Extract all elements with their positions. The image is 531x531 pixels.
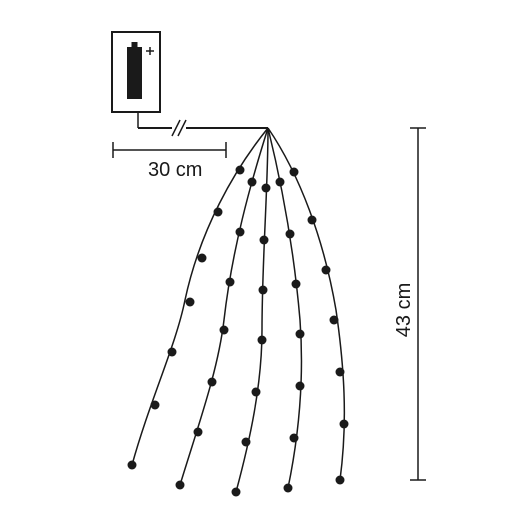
bulb-icon [168, 348, 177, 357]
bulb-icon [214, 208, 223, 217]
bulb-icon [198, 254, 207, 263]
bulb-icon [276, 178, 285, 187]
battery-cell [127, 47, 142, 99]
bulb-icon [286, 230, 295, 239]
bulb-icon [284, 484, 293, 493]
bulb-icon [336, 368, 345, 377]
bulb-icon [248, 178, 257, 187]
bulb-icon [296, 330, 305, 339]
bulb-icon [308, 216, 317, 225]
bulb-icon [260, 236, 269, 245]
bulb-icon [258, 336, 267, 345]
bulb-icon [290, 434, 299, 443]
bulb-icon [128, 461, 137, 470]
bulb-icon [208, 378, 217, 387]
bulb-icon [296, 382, 305, 391]
product-dimension-diagram: 30 cm 43 cm [0, 0, 531, 531]
battery-tip [132, 42, 138, 47]
bulb-icon [290, 168, 299, 177]
bulb-icon [252, 388, 261, 397]
drop-length-label: 43 cm [393, 283, 415, 337]
bulb-icon [259, 286, 268, 295]
bulb-icon [340, 420, 349, 429]
bulb-icon [322, 266, 331, 275]
bulb-icon [232, 488, 241, 497]
bulb-icon [242, 438, 251, 447]
bulb-icon [226, 278, 235, 287]
bulb-icon [236, 166, 245, 175]
bulb-icon [330, 316, 339, 325]
bulb-icon [151, 401, 160, 410]
bulb-icon [236, 228, 245, 237]
bulb-icon [262, 184, 271, 193]
lead-length-label: 30 cm [148, 159, 202, 181]
bulb-icon [194, 428, 203, 437]
bulb-icon [292, 280, 301, 289]
diagram-background [0, 0, 531, 531]
bulb-icon [176, 481, 185, 490]
bulb-icon [336, 476, 345, 485]
bulb-icon [220, 326, 229, 335]
bulb-icon [186, 298, 195, 307]
